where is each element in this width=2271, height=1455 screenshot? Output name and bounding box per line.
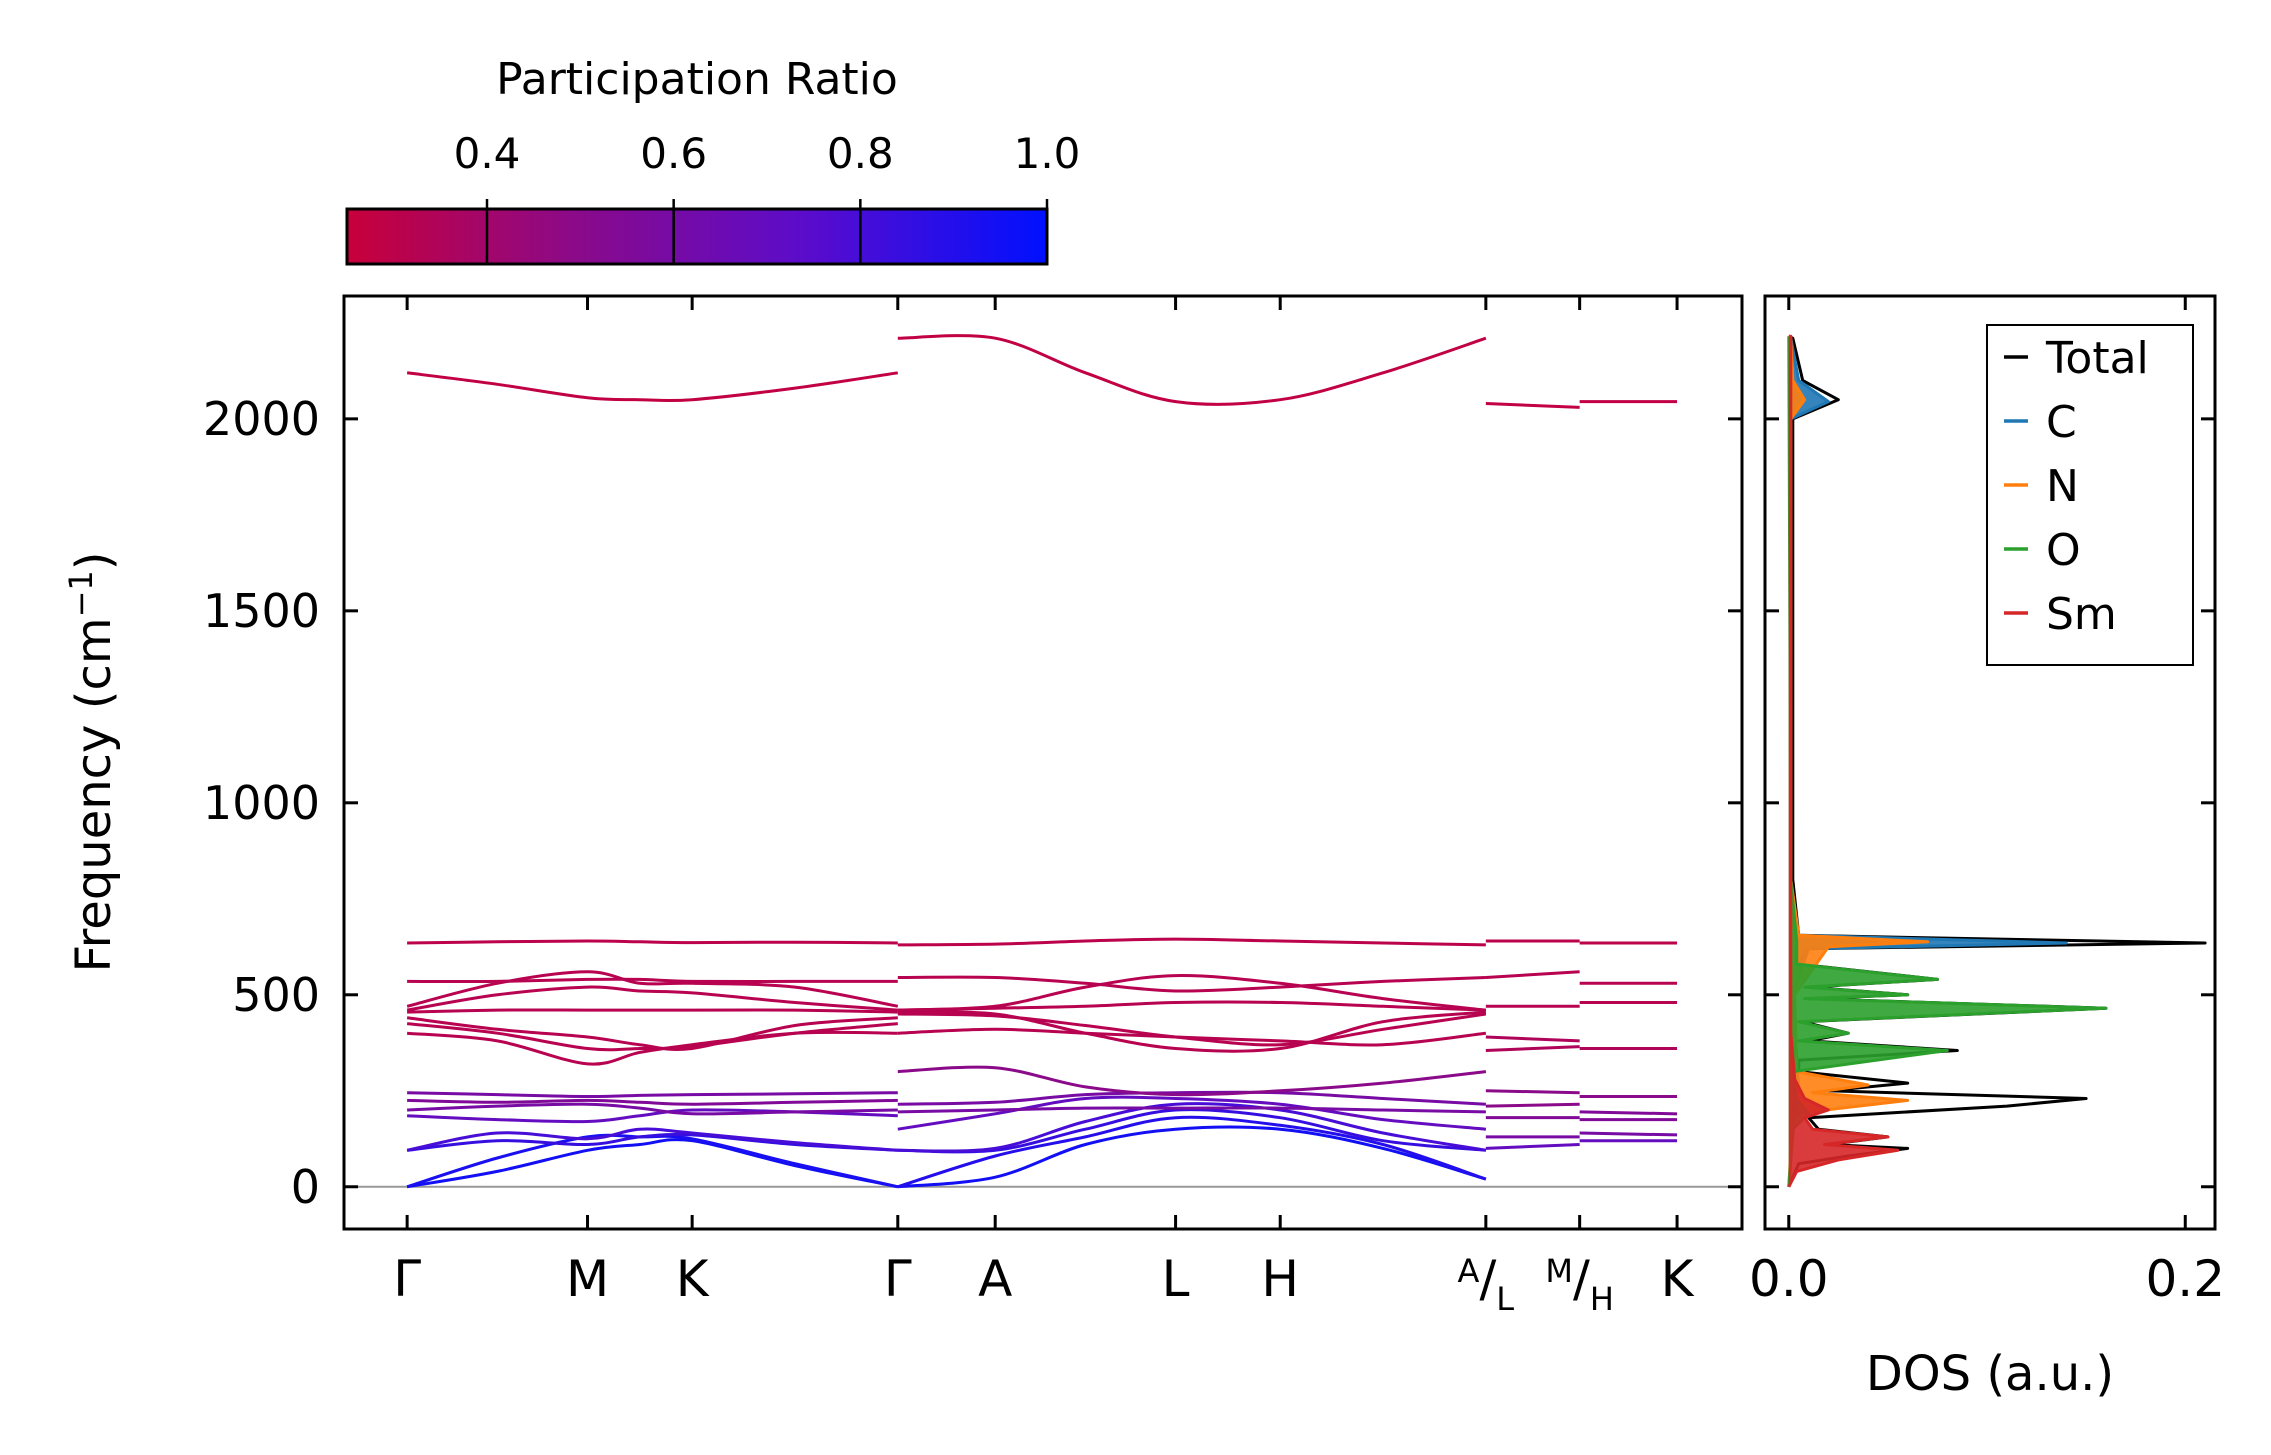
band-line-s0-b15 [407,939,898,945]
k-point-label: A/L [1458,1250,1515,1318]
dos-series-sm [1787,334,1900,1188]
k-label-slash: / [1479,1250,1496,1308]
band-line-s0-b16 [406,371,899,403]
colorbar-ticks: 0.4 0.6 0.8 1.0 [454,129,1081,264]
colorbar-tick-label: 1.0 [1014,129,1081,178]
band-line-s1-b6 [897,1090,1486,1106]
band-line-s2-b6 [1485,1035,1580,1043]
band-line-s2-b10 [1485,402,1580,409]
band-line-s1-b5 [897,1106,1486,1114]
band-line-s0-b0 [406,1138,899,1189]
band-line-s1-b11 [897,1000,1486,1012]
y-axis-label: Frequency (cm−1) [62,551,122,972]
band-line-s1-b2 [897,1108,1487,1154]
band-line-s1-b13 [897,975,1486,993]
dos-lines [1787,334,2207,1188]
dos-legend: Total CNO Sm [1986,324,2194,666]
legend-label-total: Total [2045,333,2149,384]
legend-box [1986,324,2194,666]
band-line-s0-b13 [406,970,899,1008]
k-label-sup: M [1545,1252,1573,1290]
band-line-s0-b9 [406,1022,898,1052]
band-line-s2-b0 [1485,1143,1580,1150]
band-line-s0-b3 [406,1127,898,1152]
band-line-s1-b0 [897,1125,1487,1189]
band-lines [406,334,1678,1189]
band-line-s0-b14 [407,977,898,984]
x-axis-label-dos: DOS (a.u.) [1866,1346,2114,1402]
y-tick-label: 2000 [203,392,320,446]
k-point-label: M/H [1545,1250,1614,1318]
band-line-s1-b10 [897,1010,1487,1053]
band-line-s1-b7 [897,1065,1487,1097]
band-line-s0-b2 [406,1132,898,1152]
dos-panel: 0.0 0.2 DOS (a.u.) Total CNO Sm [1749,294,2225,1402]
band-line-s2-b4 [1485,1089,1580,1095]
colorbar-tick-label: 0.4 [454,129,521,178]
k-label-slash: / [1573,1250,1590,1308]
dos-x-tick-label: 0.0 [1749,1250,1829,1308]
k-point-label: H [1261,1250,1299,1308]
band-line-s1-b8 [897,1027,1487,1047]
legend-label-c: C [2046,397,2077,448]
dos-axes-frame [1763,294,2217,1231]
colorbar-label: Participation Ratio [496,54,898,105]
y-tick-label: 1500 [203,584,320,638]
y-axis-label-text: Frequency (cm [66,617,122,972]
dos-ticks: 0.0 0.2 [1749,296,2225,1308]
legend-label-sm: Sm [2046,589,2117,640]
k-point-label: Γ [393,1250,421,1308]
band-line-s1-b4 [897,1095,1487,1131]
band-line-s2-b5 [1485,1045,1580,1052]
k-label-sub: L [1496,1280,1514,1318]
k-point-label: M [566,1250,609,1308]
y-axis-label-sup: −1 [62,570,100,617]
band-line-s0-b10 [406,1016,898,1052]
colorbar-tick-label: 0.6 [640,129,707,178]
band-line-s1-b12 [897,974,1487,1012]
k-point-label: L [1162,1250,1190,1308]
k-point-label: Γ [884,1250,912,1308]
band-y-ticks: 0 500 1000 1500 2000 [203,392,1742,1214]
band-line-s2-b8 [1485,970,1580,980]
k-point-label: K [1661,1250,1695,1308]
band-line-s1-b1 [897,1115,1487,1189]
band-line-s3-b3 [1579,1110,1678,1116]
k-label-sub: H [1590,1280,1614,1318]
band-line-s0-b12 [406,985,898,1012]
k-point-label: A [978,1250,1012,1308]
dos-x-tick-label: 0.2 [2145,1250,2225,1308]
band-line-s0-b7 [407,1091,898,1099]
band-line-s0-b5 [407,1102,898,1116]
band-line-s1-b14 [897,937,1486,947]
colorbar: Participation Ratio 0.4 0.6 0.8 1.0 [345,54,1081,266]
band-line-s2-b3 [1485,1102,1580,1108]
band-line-s1-b3 [897,1102,1487,1153]
legend-label-o: O [2046,525,2081,576]
k-point-label: K [676,1250,710,1308]
band-line-s1-b9 [897,1012,1487,1047]
band-axes-frame [342,294,1744,1231]
y-tick-label: 1000 [203,776,320,830]
colorbar-tick-label: 0.8 [827,129,894,178]
band-line-s0-b6 [407,1098,898,1106]
k-label-sup: A [1458,1252,1480,1290]
band-k-ticks: Γ M K Γ A L H A/LM/H K [393,296,1695,1318]
band-line-s3-b1 [1579,1131,1678,1137]
colorbar-gradient-bar [345,207,1049,266]
y-tick-label: 0 [291,1160,320,1214]
y-tick-label: 500 [232,968,320,1022]
y-axis-label-close: ) [66,551,122,570]
legend-label-n: N [2046,461,2079,512]
band-line-s1-b15 [897,334,1487,406]
band-line-s0-b11 [407,1008,898,1014]
